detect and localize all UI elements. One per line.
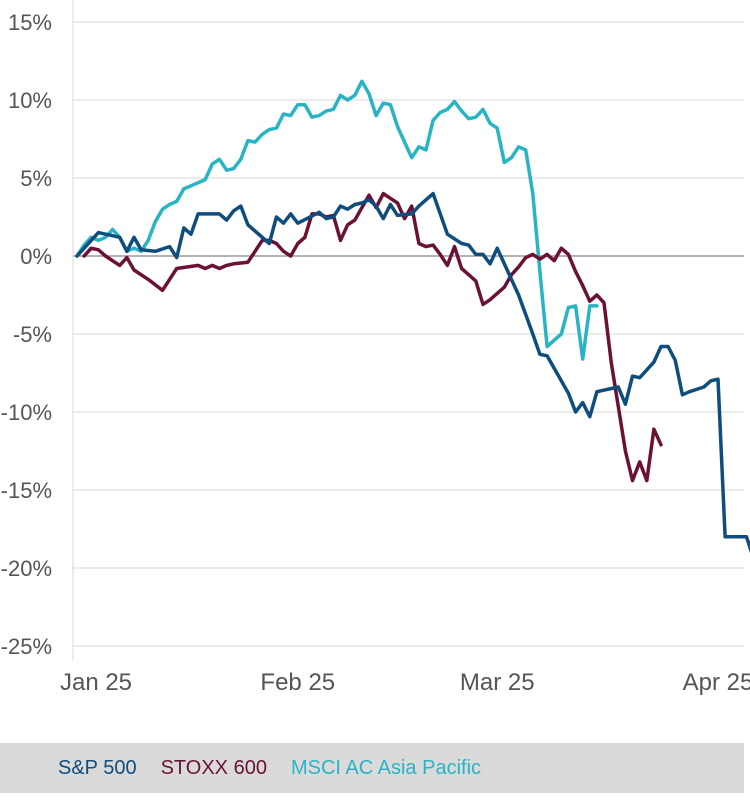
x-axis: Jan 25 Feb 25 Mar 25 Apr 25 bbox=[60, 669, 750, 696]
gridlines bbox=[72, 0, 744, 660]
y-axis: 15% 10% 5% 0% -5% -10% -15% -20% -25% bbox=[1, 10, 52, 659]
y-tick-label: -15% bbox=[1, 478, 52, 503]
x-tick-label: Feb 25 bbox=[260, 669, 335, 696]
legend: S&P 500 STOXX 600 MSCI AC Asia Pacific bbox=[0, 743, 744, 793]
y-tick-label: 5% bbox=[20, 166, 52, 191]
x-tick-label: Apr 25 bbox=[683, 669, 750, 696]
x-tick-label: Mar 25 bbox=[460, 669, 535, 696]
y-tick-label: 0% bbox=[20, 244, 52, 269]
legend-item-sp500: S&P 500 bbox=[58, 756, 137, 779]
y-tick-label: -5% bbox=[13, 322, 52, 347]
line-chart: 15% 10% 5% 0% -5% -10% -15% -20% -25% Jan 25 Feb … bbox=[1, 0, 750, 696]
sp500-line bbox=[75, 191, 750, 554]
msci-asia-pacific-line bbox=[75, 79, 599, 361]
legend-item-msci-asia-pacific: MSCI AC Asia Pacific bbox=[290, 756, 482, 779]
y-tick-label: -10% bbox=[1, 400, 52, 425]
x-tick-label: Jan 25 bbox=[60, 669, 132, 696]
y-tick-label: -25% bbox=[1, 634, 52, 659]
y-tick-label: 10% bbox=[8, 88, 52, 113]
stoxx600-line bbox=[82, 191, 663, 483]
series-lines bbox=[75, 79, 750, 554]
y-tick-label: 15% bbox=[8, 10, 52, 35]
legend-item-stoxx600: STOXX 600 bbox=[160, 756, 267, 779]
y-tick-label: -20% bbox=[1, 556, 52, 581]
